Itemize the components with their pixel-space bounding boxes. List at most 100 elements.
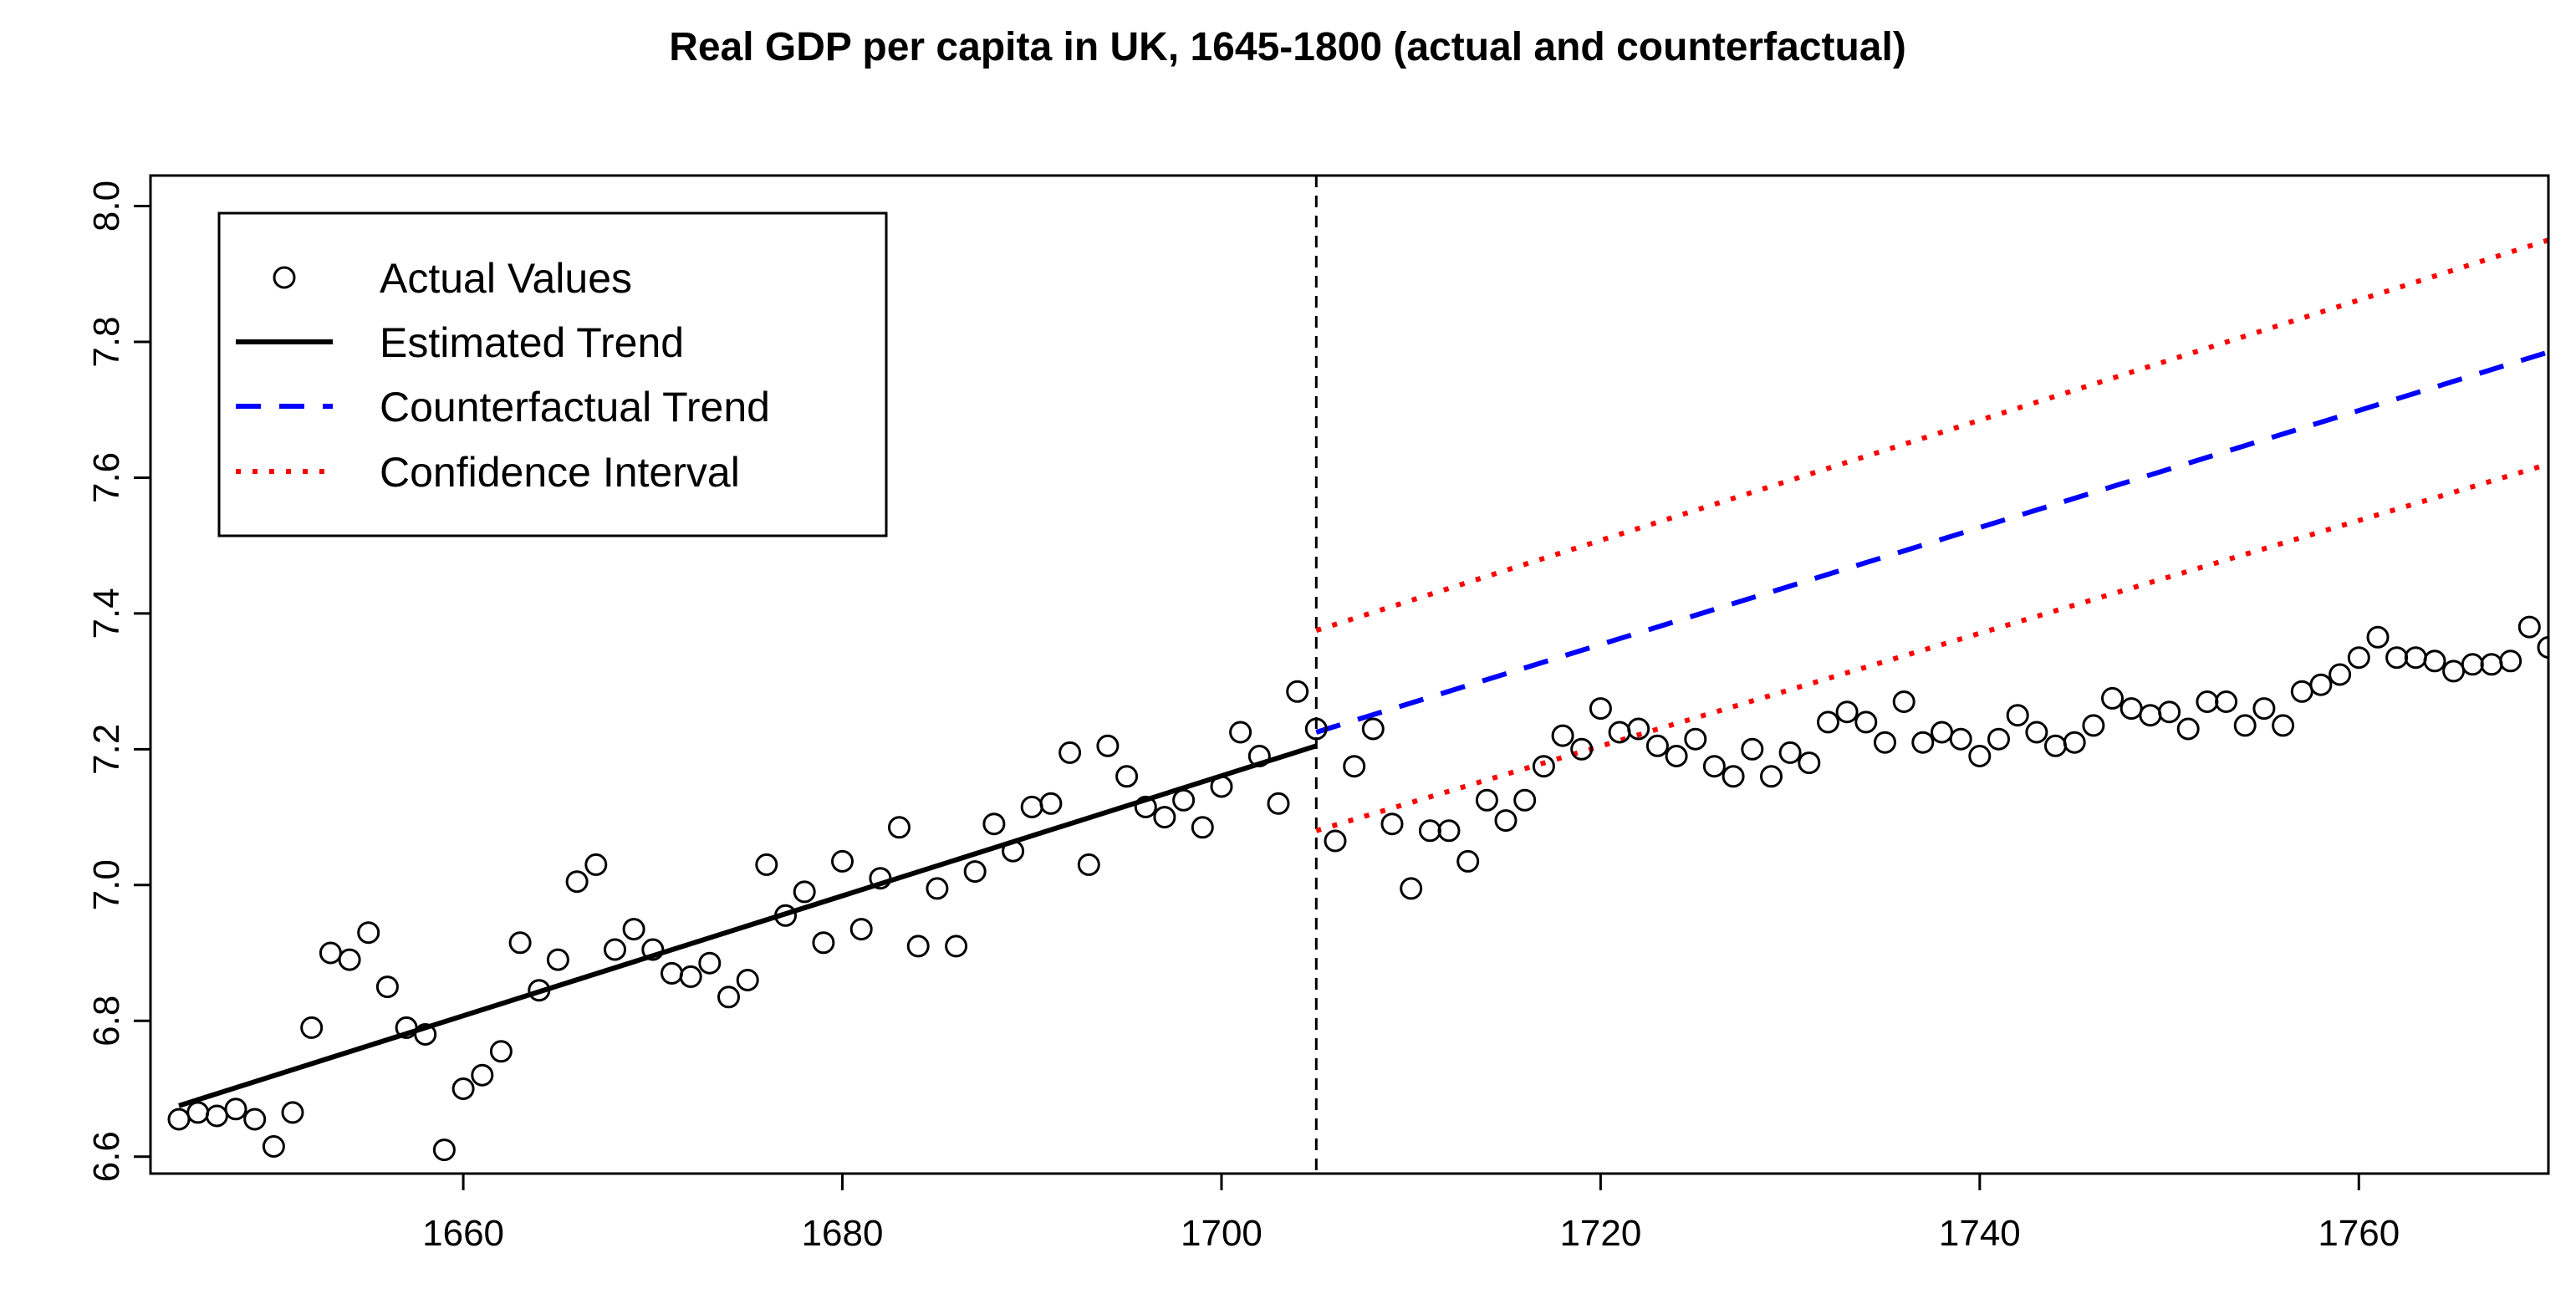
actual-value-point-1742 bbox=[2006, 704, 2029, 727]
actual-value-point-1665 bbox=[546, 948, 569, 971]
actual-value-point-1728 bbox=[1741, 737, 1764, 761]
actual-value-point-1707 bbox=[1343, 755, 1366, 778]
y-tick-label-2: 7.0 bbox=[86, 859, 127, 910]
actual-value-point-1646 bbox=[186, 1101, 210, 1124]
actual-value-point-1656 bbox=[375, 975, 399, 999]
actual-value-point-1684 bbox=[906, 935, 930, 958]
actual-value-point-1752 bbox=[2196, 690, 2219, 713]
actual-value-point-1693 bbox=[1077, 853, 1100, 876]
actual-value-point-1662 bbox=[489, 1040, 513, 1063]
actual-value-point-1700 bbox=[1210, 775, 1233, 798]
actual-value-point-1681 bbox=[849, 918, 873, 941]
actual-value-point-1755 bbox=[2252, 697, 2276, 721]
actual-value-point-1669 bbox=[622, 918, 645, 941]
actual-value-point-1708 bbox=[1361, 717, 1385, 741]
actual-value-point-1717 bbox=[1532, 755, 1555, 778]
actual-values-points bbox=[167, 615, 2548, 1162]
counterfactual-trend-line bbox=[1315, 349, 2548, 735]
actual-value-point-1692 bbox=[1058, 741, 1082, 764]
actual-value-point-1651 bbox=[281, 1101, 304, 1124]
actual-value-point-1764 bbox=[2423, 649, 2446, 673]
actual-value-point-1664 bbox=[528, 979, 551, 1002]
actual-value-point-1716 bbox=[1513, 788, 1537, 812]
actual-value-point-1658 bbox=[414, 1023, 437, 1046]
actual-value-point-1687 bbox=[963, 860, 987, 884]
actual-value-point-1746 bbox=[2082, 714, 2105, 737]
actual-value-point-1659 bbox=[432, 1138, 456, 1162]
actual-value-point-1721 bbox=[1608, 721, 1631, 744]
actual-value-point-1767 bbox=[2480, 653, 2503, 676]
actual-value-point-1699 bbox=[1191, 816, 1214, 839]
legend: Actual Values Estimated Trend Counterfac… bbox=[217, 211, 888, 537]
actual-value-point-1726 bbox=[1702, 755, 1726, 778]
actual-value-point-1725 bbox=[1684, 727, 1707, 751]
actual-value-point-1647 bbox=[205, 1104, 228, 1128]
actual-value-point-1653 bbox=[319, 941, 342, 965]
actual-value-point-1740 bbox=[1968, 745, 1992, 767]
legend-label-counterfactual-trend: Counterfactual Trend bbox=[380, 384, 770, 430]
x-tick-label-1680: 1680 bbox=[802, 1213, 884, 1254]
actual-value-point-1661 bbox=[471, 1063, 494, 1087]
actual-value-point-1652 bbox=[300, 1016, 324, 1039]
actual-value-point-1731 bbox=[1798, 751, 1821, 775]
y-axis: 6.6 6.8 7.0 7.2 7.4 7.6 7.8 8.0 bbox=[86, 181, 150, 1182]
plot-frame bbox=[149, 174, 2550, 1175]
actual-value-point-1735 bbox=[1874, 731, 1896, 754]
actual-value-point-1733 bbox=[1835, 700, 1859, 724]
actual-value-point-1677 bbox=[774, 904, 797, 927]
actual-value-point-1650 bbox=[262, 1135, 285, 1158]
counterfactual-trend-group bbox=[1315, 349, 2548, 735]
actual-value-point-1703 bbox=[1267, 792, 1290, 815]
actual-value-point-1698 bbox=[1172, 788, 1196, 812]
actual-value-point-1732 bbox=[1817, 711, 1839, 734]
actual-value-point-1738 bbox=[1931, 721, 1953, 744]
estimated-trend-group bbox=[178, 743, 1318, 1108]
actual-value-point-1756 bbox=[2272, 714, 2295, 737]
legend-label-estimated-trend: Estimated Trend bbox=[380, 319, 684, 366]
chart-title: Real GDP per capita in UK, 1645-1800 (ac… bbox=[669, 25, 1906, 69]
actual-value-point-1734 bbox=[1854, 711, 1878, 734]
actual-value-point-1762 bbox=[2385, 646, 2409, 670]
actual-value-point-1694 bbox=[1096, 734, 1120, 757]
legend-key-actual-values-icon bbox=[273, 266, 296, 289]
actual-value-point-1749 bbox=[2139, 704, 2162, 727]
actual-value-point-1751 bbox=[2176, 717, 2200, 741]
actual-value-point-1736 bbox=[1892, 690, 1915, 713]
actual-value-point-1761 bbox=[2366, 625, 2390, 649]
actual-value-point-1688 bbox=[982, 812, 1006, 836]
actual-value-point-1680 bbox=[831, 849, 854, 873]
actual-value-point-1718 bbox=[1551, 724, 1574, 747]
actual-value-point-1727 bbox=[1722, 765, 1745, 788]
actual-value-point-1770 bbox=[2537, 636, 2548, 659]
actual-value-point-1758 bbox=[2309, 673, 2333, 696]
actual-value-point-1769 bbox=[2517, 615, 2541, 639]
actual-value-point-1720 bbox=[1589, 697, 1612, 721]
actual-value-point-1654 bbox=[338, 948, 361, 971]
actual-value-point-1741 bbox=[1987, 727, 2010, 751]
actual-value-point-1724 bbox=[1665, 745, 1688, 767]
actual-value-point-1748 bbox=[2119, 697, 2143, 721]
actual-value-point-1660 bbox=[451, 1077, 475, 1100]
actual-value-point-1683 bbox=[888, 816, 911, 839]
actual-value-point-1696 bbox=[1134, 795, 1157, 818]
actual-value-point-1714 bbox=[1475, 788, 1498, 812]
actual-value-point-1753 bbox=[2215, 690, 2238, 713]
actual-value-point-1766 bbox=[2461, 653, 2484, 676]
actual-value-point-1709 bbox=[1380, 812, 1404, 836]
actual-value-point-1730 bbox=[1778, 741, 1802, 764]
actual-value-point-1675 bbox=[736, 969, 759, 991]
actual-value-point-1768 bbox=[2499, 649, 2522, 673]
actual-value-point-1682 bbox=[869, 867, 892, 890]
actual-value-point-1723 bbox=[1645, 734, 1669, 757]
actual-value-point-1710 bbox=[1400, 877, 1423, 900]
actual-value-point-1739 bbox=[1949, 727, 1972, 751]
actual-value-point-1747 bbox=[2101, 686, 2124, 710]
confidence-interval-lines bbox=[1315, 237, 2548, 833]
legend-box bbox=[217, 211, 888, 537]
actual-value-point-1695 bbox=[1115, 765, 1139, 788]
actual-value-point-1743 bbox=[2025, 721, 2048, 744]
actual-value-point-1672 bbox=[679, 965, 702, 988]
y-tick-label-6: 7.8 bbox=[86, 316, 127, 367]
actual-value-point-1744 bbox=[2044, 734, 2067, 757]
actual-value-point-1757 bbox=[2290, 680, 2313, 703]
